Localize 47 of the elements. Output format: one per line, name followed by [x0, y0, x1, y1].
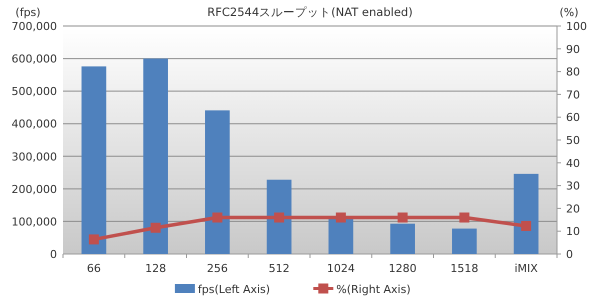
bar: [452, 228, 477, 254]
y-tick-label: 0: [50, 248, 57, 261]
y2-tick-label: 30: [566, 180, 580, 193]
point: [88, 234, 99, 244]
y-tick-label: 200,000: [12, 182, 57, 196]
y-tick-label: 100,000: [12, 215, 57, 228]
y2-tick-label: 50: [566, 134, 580, 147]
legend-label: %(Right Axis): [336, 283, 411, 296]
point: [150, 222, 161, 233]
y2-axis-title: (%): [559, 6, 579, 19]
y-tick-label: 500,000: [12, 85, 57, 98]
bar: [390, 224, 415, 254]
point: [336, 212, 346, 223]
point: [521, 220, 532, 231]
x-tick-label: 1024: [326, 262, 355, 275]
y2-tick-label: 20: [566, 202, 580, 216]
y2-tick-label: 70: [566, 88, 580, 102]
y2-tick-label: 80: [566, 66, 580, 79]
bar: [266, 180, 292, 254]
x-tick-label: 128: [145, 262, 166, 275]
point: [274, 212, 284, 223]
point: [459, 212, 470, 223]
x-tick-label: 66: [86, 262, 101, 275]
bar: [205, 110, 230, 254]
y-tick-label: 700,000: [12, 20, 57, 33]
y2-tick-label: 0: [566, 248, 573, 261]
x-tick-label: 1280: [388, 262, 417, 275]
bar: [514, 174, 538, 254]
y2-tick-label: 40: [566, 156, 580, 170]
x-tick-label: 256: [206, 262, 228, 275]
x-tick-label: 1518: [450, 262, 478, 275]
x-tick-label: iMIX: [514, 262, 538, 275]
y2-tick-label: 90: [566, 42, 580, 56]
y-tick-label: 400,000: [12, 118, 57, 131]
x-tick-label: 512: [268, 262, 290, 275]
y-axis-title: (fps): [15, 6, 41, 19]
point: [212, 212, 222, 223]
y2-tick-label: 100: [566, 20, 587, 33]
point: [398, 212, 408, 223]
y-tick-label: 600,000: [12, 52, 57, 66]
bar: [82, 66, 106, 254]
bar: [143, 58, 168, 254]
y2-tick-label: 60: [566, 111, 580, 124]
y-tick-label: 300,000: [12, 150, 57, 164]
legend-label: fps(Left Axis): [198, 283, 270, 296]
chart-title: RFC2544スループット(NAT enabled): [207, 5, 413, 19]
y2-tick-label: 10: [566, 225, 580, 238]
